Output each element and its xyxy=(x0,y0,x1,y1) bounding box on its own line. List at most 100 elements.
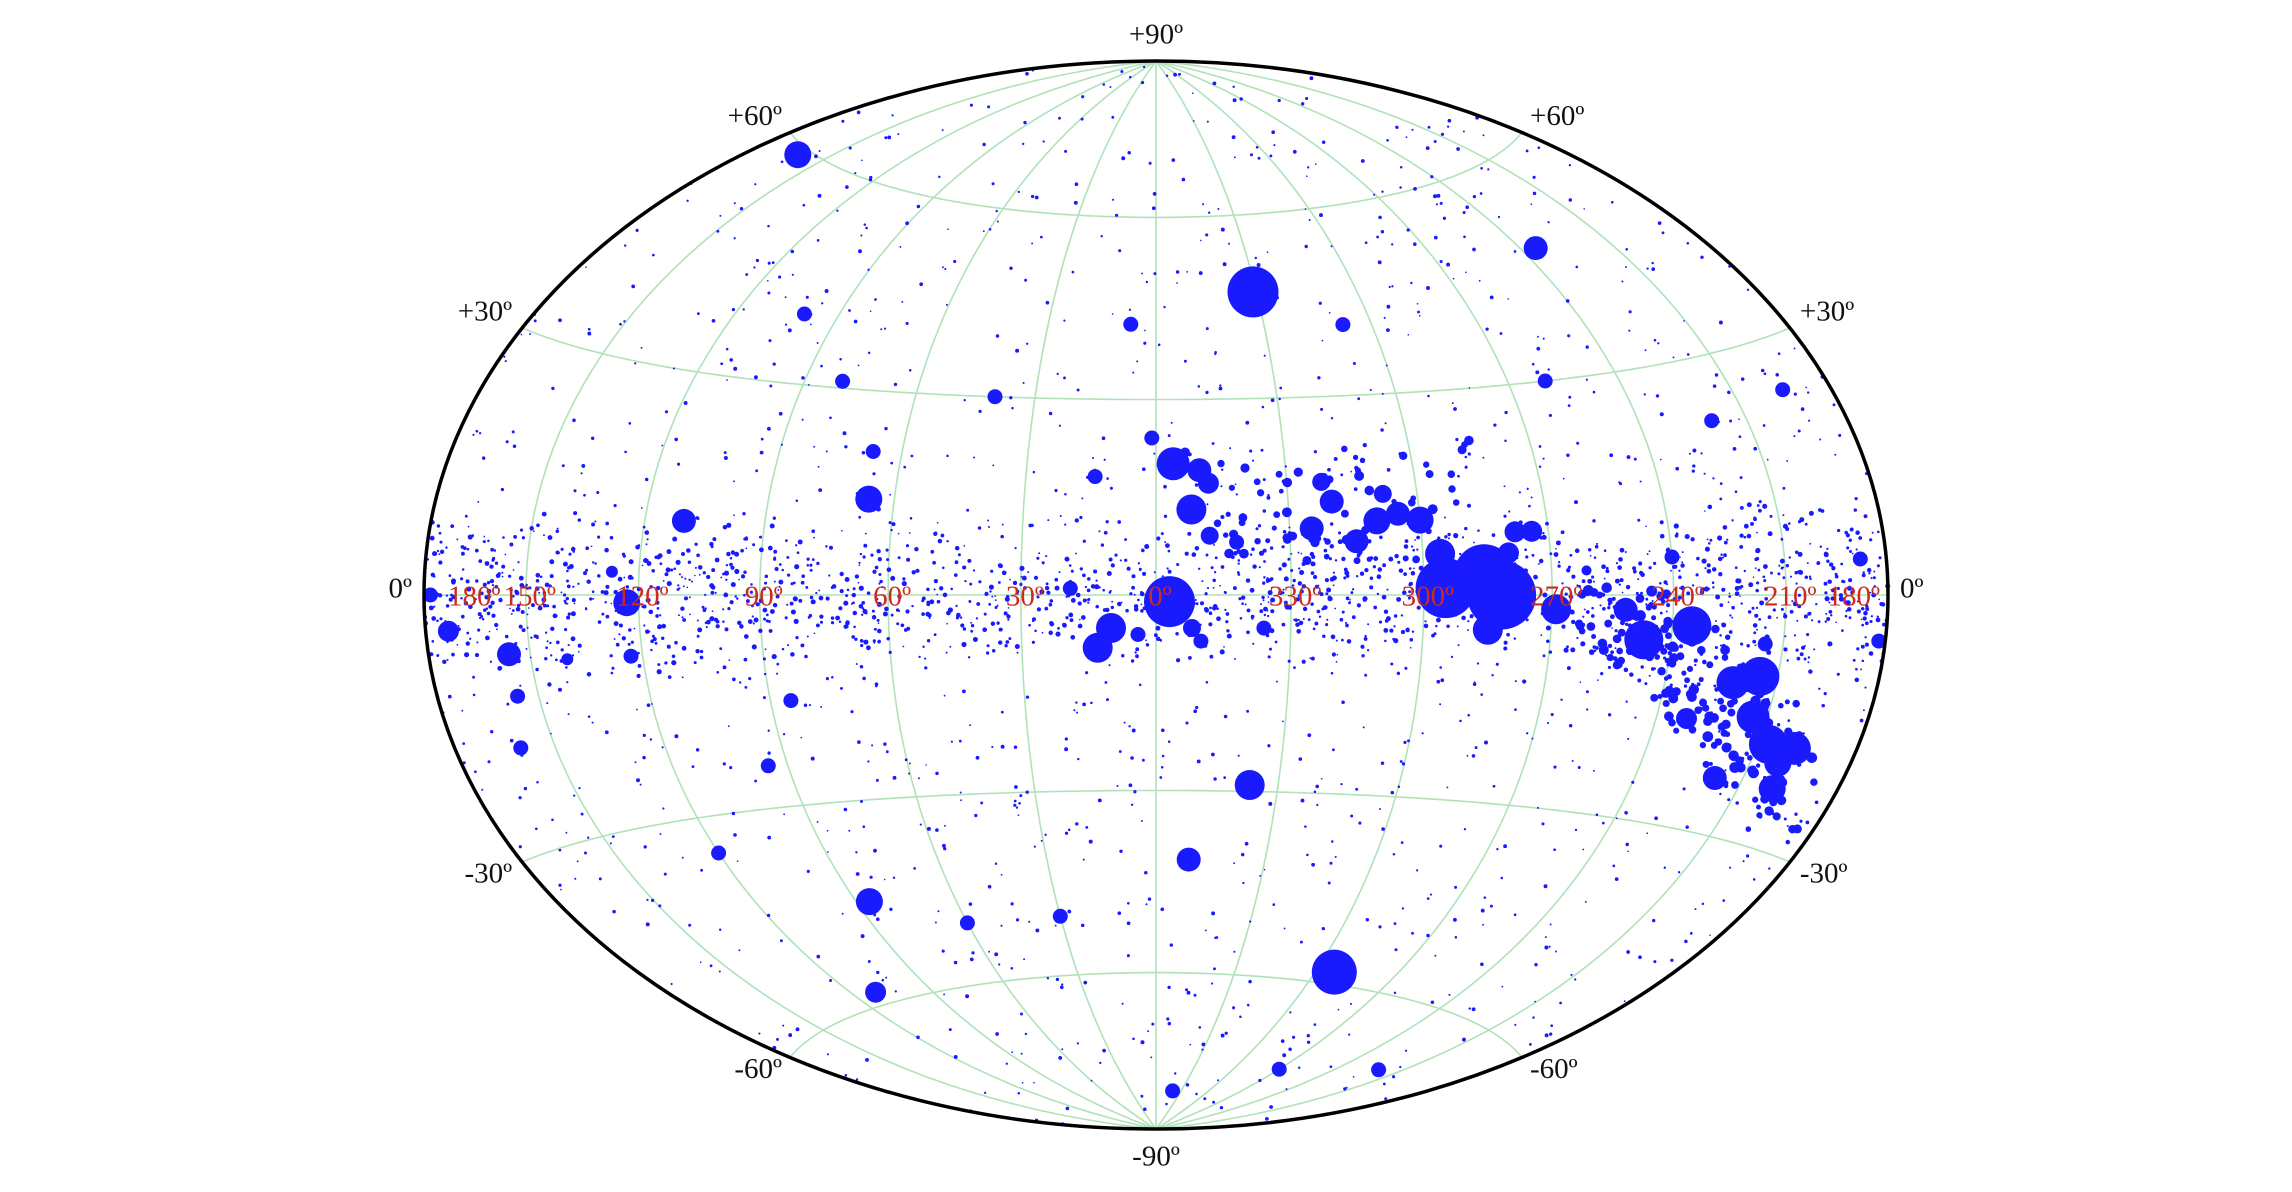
faint-source-dot xyxy=(987,105,991,109)
faint-source-dot xyxy=(1103,530,1108,535)
cluster-source-dot xyxy=(1708,761,1713,766)
faint-source-dot xyxy=(691,765,695,769)
faint-source-dot xyxy=(871,744,874,747)
plane-source-dot xyxy=(1412,548,1416,552)
plane-source-dot xyxy=(1379,535,1383,540)
faint-source-dot xyxy=(820,364,823,368)
plane-source-dot xyxy=(859,638,864,643)
plane-source-dot xyxy=(928,617,931,619)
plane-source-dot xyxy=(1740,642,1744,646)
faint-source-dot xyxy=(1133,593,1136,596)
plane-source-dot xyxy=(657,627,659,629)
plane-source-dot xyxy=(1808,510,1814,516)
plane-source-dot xyxy=(786,573,791,577)
plane-source-dot xyxy=(1263,576,1266,579)
plane-source-dot xyxy=(1803,657,1807,661)
faint-source-dot xyxy=(1167,740,1171,743)
faint-source-dot xyxy=(1220,485,1223,488)
faint-source-dot xyxy=(1499,332,1503,335)
plane-source-dot xyxy=(1165,543,1170,548)
faint-source-dot xyxy=(1547,368,1550,371)
faint-source-dot xyxy=(1067,828,1071,832)
plane-source-dot xyxy=(566,615,571,620)
plane-source-dot xyxy=(611,666,615,670)
cluster-source-dot xyxy=(1646,585,1658,597)
plane-source-dot xyxy=(507,574,512,578)
faint-source-dot xyxy=(856,110,861,115)
cluster-source-dot xyxy=(1273,511,1281,519)
source-marker xyxy=(513,740,529,756)
faint-source-dot xyxy=(1570,973,1573,976)
faint-source-dot xyxy=(1212,81,1217,86)
plane-source-dot xyxy=(1865,604,1869,608)
faint-source-dot xyxy=(506,702,510,706)
plane-source-dot xyxy=(1762,564,1768,570)
faint-source-dot xyxy=(1266,495,1271,500)
cluster-source-dot xyxy=(1663,616,1673,626)
plane-source-dot xyxy=(434,552,438,555)
faint-source-dot xyxy=(651,703,653,705)
faint-source-dot xyxy=(872,472,876,476)
plane-source-dot xyxy=(1311,554,1316,560)
faint-source-dot xyxy=(767,751,771,755)
faint-source-dot xyxy=(1496,848,1499,851)
faint-source-dot xyxy=(646,898,649,902)
plane-source-dot xyxy=(604,547,609,553)
plane-source-dot xyxy=(1105,607,1110,613)
plane-source-dot xyxy=(896,622,900,626)
faint-source-dot xyxy=(1355,787,1359,791)
faint-source-dot xyxy=(902,577,906,581)
faint-source-dot xyxy=(1288,526,1291,529)
faint-source-dot xyxy=(660,636,665,641)
plane-source-dot xyxy=(1267,655,1271,659)
faint-source-dot xyxy=(1446,786,1449,789)
faint-source-dot xyxy=(1313,790,1317,794)
plane-source-dot xyxy=(633,627,636,630)
plane-source-dot xyxy=(1764,626,1767,629)
cluster-source-dot xyxy=(1222,532,1229,538)
plane-source-dot xyxy=(433,605,436,608)
faint-source-dot xyxy=(1265,1117,1269,1121)
plane-source-dot xyxy=(874,565,879,570)
cluster-source-dot xyxy=(1731,781,1739,789)
cluster-source-dot xyxy=(1697,706,1703,712)
faint-source-dot xyxy=(1041,631,1044,634)
plane-source-dot xyxy=(1378,620,1383,624)
faint-source-dot xyxy=(845,594,849,598)
faint-source-dot xyxy=(1217,207,1220,211)
cluster-source-dot xyxy=(1302,555,1312,566)
plane-source-dot xyxy=(636,586,641,592)
plane-source-dot xyxy=(656,607,660,610)
faint-source-dot xyxy=(505,440,509,444)
plane-source-dot xyxy=(613,589,618,595)
faint-source-dot xyxy=(1691,469,1695,473)
faint-source-dot xyxy=(892,775,897,780)
plane-source-dot xyxy=(1373,556,1379,562)
faint-source-dot xyxy=(639,783,642,786)
faint-source-dot xyxy=(1126,954,1130,958)
faint-source-dot xyxy=(908,762,911,765)
plane-source-dot xyxy=(1121,653,1125,658)
latitude-tick-label: +60º xyxy=(1530,100,1584,132)
faint-source-dot xyxy=(709,964,713,968)
plane-source-dot xyxy=(954,545,960,551)
plane-source-dot xyxy=(1811,619,1814,622)
faint-source-dot xyxy=(1340,473,1344,477)
plane-source-dot xyxy=(851,635,856,639)
plane-source-dot xyxy=(860,643,864,648)
faint-source-dot xyxy=(1256,263,1261,267)
faint-source-dot xyxy=(636,778,640,783)
faint-source-dot xyxy=(842,431,847,436)
source-marker xyxy=(760,758,776,774)
cluster-source-dot xyxy=(1224,548,1234,559)
faint-source-dot xyxy=(1688,452,1691,455)
faint-source-dot xyxy=(1456,147,1460,151)
faint-source-dot xyxy=(1305,175,1308,178)
plane-source-dot xyxy=(959,616,963,619)
plane-source-dot xyxy=(1708,587,1711,590)
plane-source-dot xyxy=(1396,596,1402,602)
plane-source-dot xyxy=(530,636,533,639)
plane-source-dot xyxy=(1864,642,1869,647)
plane-source-dot xyxy=(1739,544,1744,549)
faint-source-dot xyxy=(1015,806,1019,809)
